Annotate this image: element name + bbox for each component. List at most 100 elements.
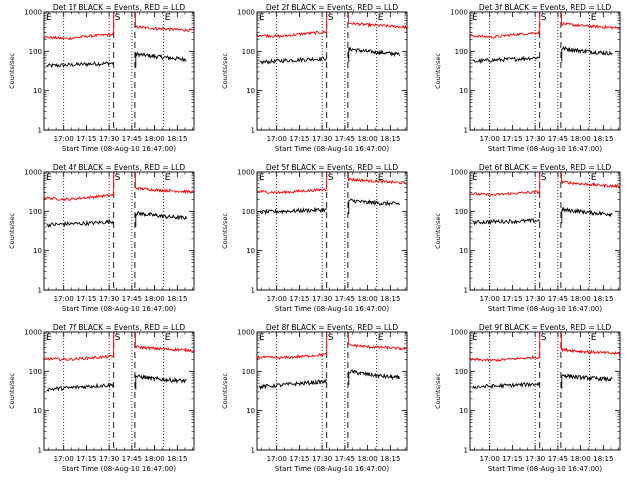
series-line-lld-post bbox=[560, 12, 621, 30]
y-tick-label: 100 bbox=[29, 208, 42, 216]
series-line-events-pre bbox=[259, 206, 328, 216]
panel-title: Det 2f BLACK = Events, RED = LLD bbox=[266, 3, 399, 12]
x-tick-label: 17:15 bbox=[289, 455, 309, 463]
x-tick-label: 18:00 bbox=[358, 295, 378, 303]
start-marker-label: S bbox=[541, 333, 547, 343]
end-marker-label-right: E bbox=[165, 333, 171, 343]
x-tick-label: 17:45 bbox=[122, 135, 142, 143]
y-tick-label: 10 bbox=[246, 87, 255, 95]
series-line-events-post bbox=[348, 369, 400, 385]
x-tick-label: 18:15 bbox=[593, 135, 613, 143]
series-line-events-post bbox=[561, 45, 613, 62]
series-line-events-pre bbox=[472, 55, 540, 65]
y-tick-label: 1 bbox=[464, 447, 468, 455]
x-tick-label: 18:00 bbox=[145, 455, 165, 463]
x-tick-label: 17:15 bbox=[289, 295, 309, 303]
x-tick-label: 17:15 bbox=[76, 295, 96, 303]
x-tick-label: 18:00 bbox=[571, 135, 591, 143]
x-tick-label: 18:15 bbox=[167, 135, 187, 143]
x-tick-label: 17:30 bbox=[99, 135, 119, 143]
x-tick-label: 17:30 bbox=[99, 295, 119, 303]
series-line-lld-pre bbox=[469, 12, 541, 39]
y-axis-label: Counts/sec bbox=[221, 213, 229, 249]
x-tick-label: 17:15 bbox=[502, 455, 522, 463]
series-line-events-post bbox=[561, 373, 613, 389]
end-marker-label: E bbox=[46, 333, 52, 343]
series-line-lld-post bbox=[347, 332, 408, 351]
x-tick-label: 18:15 bbox=[380, 455, 400, 463]
x-tick-label: 17:00 bbox=[267, 135, 287, 143]
series-line-lld-pre bbox=[256, 332, 328, 361]
x-tick-label: 18:15 bbox=[167, 455, 187, 463]
series-line-events-pre bbox=[46, 60, 115, 69]
y-tick-label: 10 bbox=[246, 407, 255, 415]
panel-det-8: Det 8f BLACK = Events, RED = LLD Counts/s… bbox=[221, 323, 408, 473]
y-tick-label: 100 bbox=[455, 48, 468, 56]
panel-title: Det 5f BLACK = Events, RED = LLD bbox=[266, 163, 399, 172]
series-line-events-pre bbox=[259, 378, 328, 391]
x-tick-label: 17:00 bbox=[267, 455, 287, 463]
y-axis-label: Counts/sec bbox=[8, 213, 16, 249]
x-tick-label: 17:15 bbox=[76, 135, 96, 143]
y-axis-label: Counts/sec bbox=[221, 373, 229, 409]
y-tick-label: 1000 bbox=[237, 169, 255, 177]
x-tick-label: 17:45 bbox=[335, 135, 355, 143]
y-tick-label: 10 bbox=[33, 87, 42, 95]
y-tick-label: 100 bbox=[29, 48, 42, 56]
x-tick-label: 18:00 bbox=[145, 135, 165, 143]
start-marker-label: S bbox=[115, 13, 121, 23]
series-line-lld-post bbox=[347, 172, 408, 185]
y-tick-label: 100 bbox=[455, 208, 468, 216]
start-marker-label: S bbox=[328, 173, 334, 183]
series-line-lld-pre bbox=[469, 172, 541, 197]
panel-det-4: Det 4f BLACK = Events, RED = LLD Counts/s… bbox=[8, 163, 195, 313]
x-axis-label: Start Time (08-Aug-10 16:47:00) bbox=[488, 145, 602, 153]
series-line-events-pre bbox=[46, 382, 114, 392]
series-line-lld-post bbox=[560, 172, 621, 189]
x-axis-label: Start Time (08-Aug-10 16:47:00) bbox=[275, 465, 389, 473]
end-marker-label: E bbox=[46, 13, 52, 23]
x-tick-label: 17:45 bbox=[122, 455, 142, 463]
series-line-events-pre bbox=[472, 218, 541, 226]
x-tick-label: 17:45 bbox=[335, 455, 355, 463]
y-tick-label: 100 bbox=[242, 368, 255, 376]
y-tick-label: 100 bbox=[242, 48, 255, 56]
y-axis-label: Counts/sec bbox=[8, 53, 16, 89]
x-tick-label: 17:00 bbox=[54, 295, 74, 303]
panel-det-9: Det 9f BLACK = Events, RED = LLD Counts/s… bbox=[434, 323, 621, 473]
series-line-events-post bbox=[348, 47, 400, 63]
series-line-events-pre bbox=[259, 56, 328, 65]
x-tick-label: 17:00 bbox=[54, 135, 74, 143]
x-tick-label: 17:30 bbox=[312, 135, 332, 143]
start-marker-label: S bbox=[328, 333, 334, 343]
series-line-events-pre bbox=[46, 218, 115, 228]
end-marker-label: E bbox=[259, 13, 265, 23]
end-marker-label-right: E bbox=[378, 13, 384, 23]
plot-frame bbox=[469, 171, 621, 291]
x-tick-label: 18:15 bbox=[167, 295, 187, 303]
y-axis-label: Counts/sec bbox=[434, 53, 442, 89]
start-marker-label: S bbox=[115, 333, 121, 343]
x-axis-label: Start Time (08-Aug-10 16:47:00) bbox=[275, 145, 389, 153]
x-tick-label: 17:30 bbox=[525, 455, 545, 463]
y-tick-label: 1 bbox=[251, 127, 255, 135]
y-axis-label: Counts/sec bbox=[221, 53, 229, 89]
start-marker-label: S bbox=[541, 13, 547, 23]
end-marker-label-right: E bbox=[591, 333, 597, 343]
panel-det-2: Det 2f BLACK = Events, RED = LLD Counts/s… bbox=[221, 3, 408, 153]
plot-frame bbox=[256, 171, 408, 291]
end-marker-label: E bbox=[472, 333, 478, 343]
x-tick-label: 18:00 bbox=[571, 455, 591, 463]
x-tick-label: 17:00 bbox=[480, 295, 500, 303]
y-tick-label: 1000 bbox=[450, 169, 468, 177]
x-tick-label: 18:00 bbox=[358, 455, 378, 463]
series-line-events-post bbox=[135, 210, 187, 227]
y-tick-label: 1 bbox=[464, 127, 468, 135]
y-tick-label: 100 bbox=[29, 368, 42, 376]
y-axis-label: Counts/sec bbox=[8, 373, 16, 409]
x-tick-label: 18:15 bbox=[380, 135, 400, 143]
panel-det-1: Det 1f BLACK = Events, RED = LLD Counts/s… bbox=[8, 3, 195, 153]
x-tick-label: 17:30 bbox=[312, 455, 332, 463]
y-tick-label: 1000 bbox=[237, 329, 255, 337]
